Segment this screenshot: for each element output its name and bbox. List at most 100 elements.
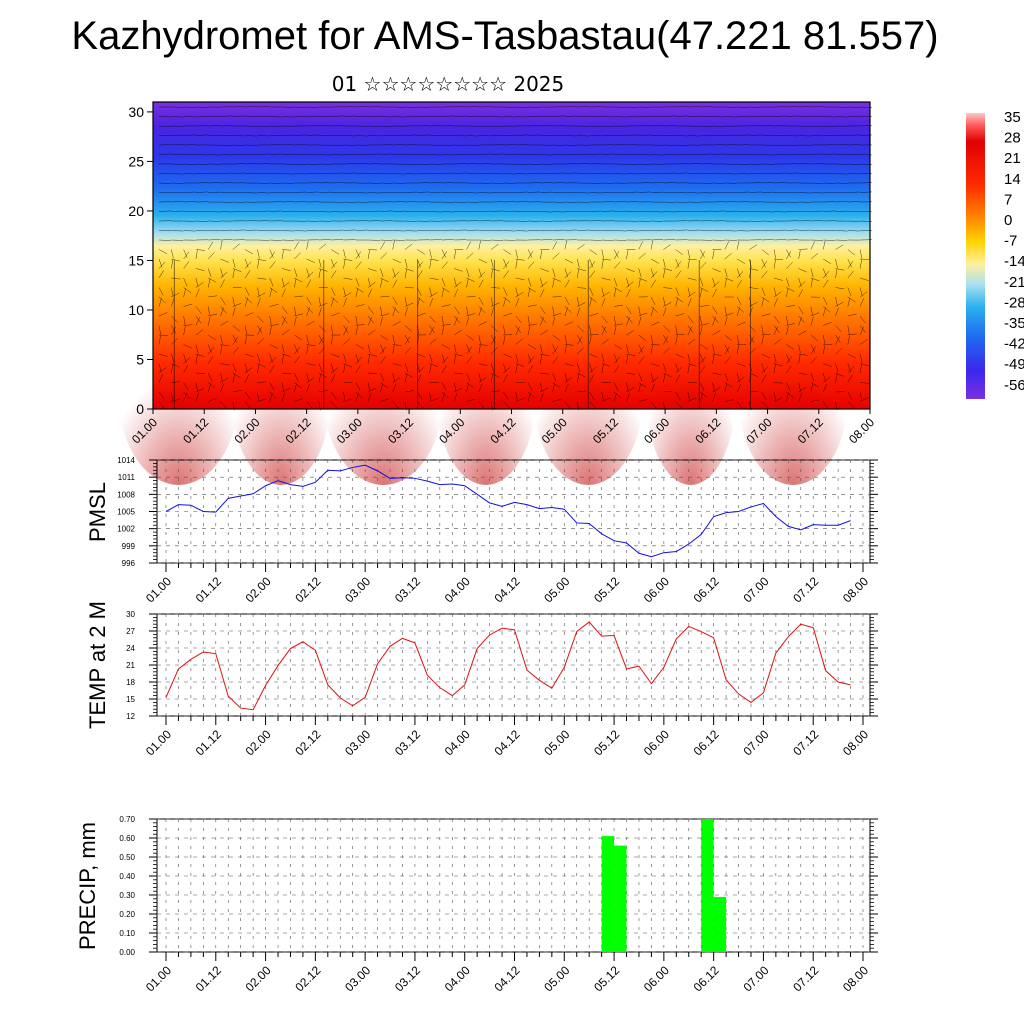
wind-barb-599 — [380, 316, 383, 326]
wind-barb-636 — [392, 372, 396, 382]
wind-barb-1157 — [601, 153, 614, 155]
wind-barb-410 — [306, 345, 309, 355]
wind-barb-1266 — [638, 277, 648, 282]
wind-barb-1160 — [601, 182, 614, 184]
wind-barb-560 — [367, 250, 370, 260]
wind-barb-1437 — [699, 382, 705, 391]
wind-barb-1417 — [700, 192, 713, 194]
wind-barb-372 — [294, 295, 304, 298]
wind-barb-927 — [503, 401, 510, 409]
wind-barb-1173 — [601, 298, 606, 307]
wind-barb-1842 — [860, 277, 869, 281]
precip-panel: PRECIP, mm 0.000.100.200.300.400.500.600… — [75, 815, 878, 994]
wind-barb-1676 — [798, 220, 811, 222]
wind-barb-45 — [171, 230, 184, 232]
wind-barb-303 — [269, 249, 274, 258]
wind-barb-761 — [441, 344, 450, 350]
wind-barb-367 — [294, 241, 300, 250]
wind-barb-1534 — [736, 383, 742, 393]
wind-barb-661 — [404, 302, 414, 307]
pmsl-yticks-label-3: 1005 — [117, 508, 135, 517]
wind-barb-1750 — [822, 307, 826, 317]
wind-barb-1299 — [650, 279, 656, 288]
wind-barb-1775 — [835, 244, 844, 250]
wind-barb-157 — [208, 382, 216, 389]
wind-barb-477 — [330, 374, 336, 383]
wind-barb-1651 — [786, 287, 795, 292]
wind-barb-1757 — [823, 376, 831, 383]
wind-barb-734 — [429, 391, 432, 401]
wind-barb-242 — [244, 270, 251, 279]
wind-barb-408 — [306, 334, 309, 344]
wind-barb-1272 — [638, 334, 646, 341]
wind-barb-536 — [355, 326, 358, 336]
wind-barb-1359 — [675, 249, 684, 256]
wind-barb-796 — [454, 372, 464, 375]
wind-barb-912 — [503, 258, 508, 268]
wind-barb-1458 — [712, 277, 716, 287]
wind-barb-467 — [330, 287, 336, 296]
wind-barb-563 — [367, 281, 376, 288]
wind-barb-1767 — [835, 173, 848, 175]
wind-barb-209 — [232, 268, 242, 272]
wind-barb-42 — [171, 201, 184, 203]
wind-barb-1210 — [613, 353, 618, 363]
wind-barb-1105 — [577, 268, 586, 272]
precip-frame — [156, 818, 871, 953]
wind-barb-687 — [417, 249, 426, 255]
temp-xticks-label-7: 04.12 — [491, 727, 522, 758]
wind-barb-1319 — [663, 172, 676, 174]
wind-barb-221 — [232, 373, 236, 383]
wind-barb-1018 — [540, 353, 550, 357]
wind-barb-1017 — [540, 344, 543, 354]
wind-barb-528 — [355, 251, 362, 260]
wind-barb-1808 — [847, 258, 852, 268]
warm-core-6 — [738, 305, 849, 485]
wind-barb-1219 — [626, 134, 639, 136]
wind-barb-79 — [183, 249, 188, 258]
wind-barb-202 — [232, 201, 245, 203]
wind-barb-352 — [294, 106, 307, 108]
pmsl-xticks-label-9: 05.12 — [591, 574, 622, 605]
wind-barb-114 — [195, 277, 199, 287]
wind-barb-1680 — [798, 250, 801, 260]
wind-barb-815 — [466, 241, 471, 250]
wind-barb-1391 — [687, 249, 690, 259]
wind-barb-362 — [294, 201, 307, 203]
wind-barb-1823 — [847, 401, 855, 408]
wind-barb-1662 — [786, 391, 794, 398]
wind-barb-1054 — [552, 383, 555, 393]
wind-barb-219 — [232, 363, 237, 372]
wind-barb-1311 — [650, 401, 657, 409]
wind-barb-1456 — [712, 250, 715, 260]
wind-barb-1692 — [798, 372, 808, 376]
wind-barb-1115 — [576, 363, 581, 373]
wind-barb-1106 — [576, 269, 579, 279]
wind-barb-1648 — [786, 251, 792, 260]
wind-barb-1397 — [687, 298, 692, 307]
wind-barb-253 — [244, 374, 250, 383]
pmsl-yticks-label-1: 999 — [122, 542, 136, 551]
wind-barb-161 — [220, 115, 233, 117]
wind-barb-1460 — [712, 288, 717, 298]
wind-barb-480 — [343, 106, 356, 108]
wind-barbs — [158, 106, 873, 411]
wind-barb-1021 — [540, 382, 543, 392]
wind-barb-723 — [429, 287, 432, 297]
wind-barb-1344 — [675, 106, 688, 108]
wind-barb-1402 — [687, 353, 691, 363]
wind-barb-436 — [318, 296, 321, 306]
wind-barb-1468 — [712, 372, 722, 375]
wind-barb-1491 — [724, 278, 727, 288]
wind-barb-1178 — [601, 353, 605, 363]
wind-barb-924 — [503, 366, 511, 374]
wind-barb-720 — [429, 258, 439, 261]
wind-barb-24 — [158, 334, 168, 336]
wind-barb-1406 — [687, 391, 690, 401]
wind-barb-969 — [527, 191, 540, 193]
wind-barb-351 — [281, 392, 285, 402]
wind-barb-285 — [257, 381, 267, 383]
wind-barb-184 — [220, 334, 223, 344]
wind-barb-892 — [490, 372, 500, 378]
temp-xticks-label-2: 02.00 — [243, 727, 274, 758]
